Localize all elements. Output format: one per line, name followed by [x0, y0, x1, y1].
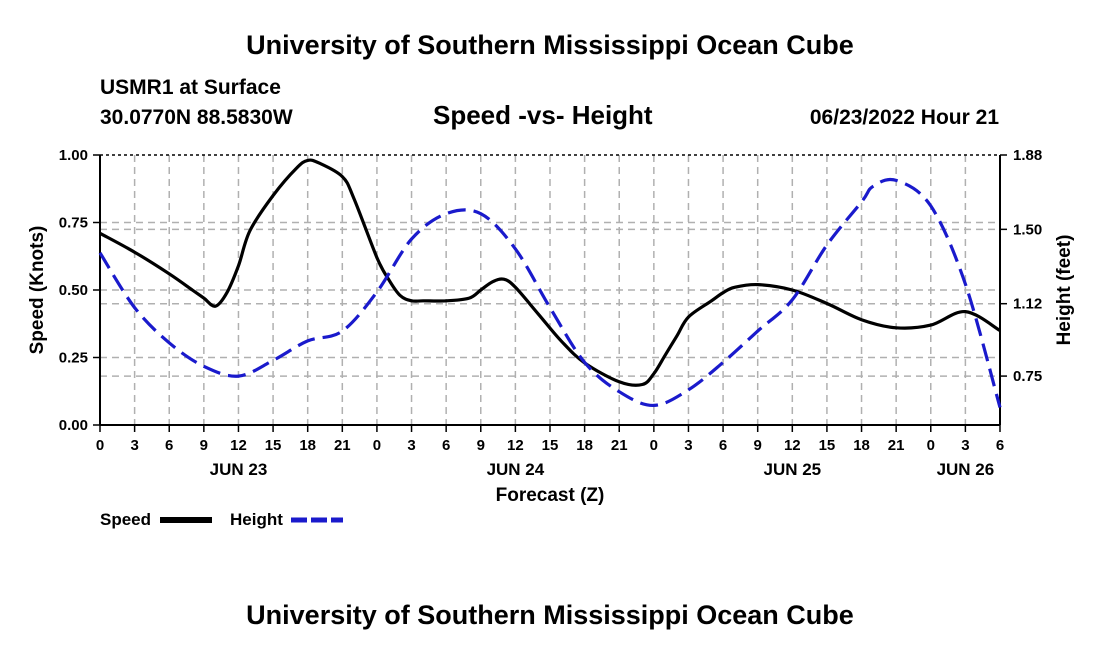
- x-tick-label: 3: [684, 437, 692, 454]
- legend-speed-swatch: [160, 517, 212, 523]
- x-tick-label: 21: [888, 437, 905, 454]
- x-tick-label: 18: [853, 437, 870, 454]
- legend-height-label: Height: [230, 510, 283, 529]
- x-tick-label: 21: [334, 437, 351, 454]
- legend-speed-label: Speed: [100, 510, 152, 529]
- station-name: USMR1 at Surface: [100, 76, 281, 99]
- date-label: JUN 23: [210, 460, 268, 479]
- speed-series-line: [99, 158, 1001, 387]
- date-label: JUN 26: [937, 460, 995, 479]
- x-tick-label: 0: [650, 437, 658, 454]
- y-tick-label: 0.25: [59, 350, 88, 367]
- y-tick-label: 0.75: [59, 215, 88, 232]
- x-tick-label: 15: [265, 437, 282, 454]
- y2-tick-label: 1.50: [1013, 221, 1042, 238]
- forecast-datetime: 06/23/2022 Hour 21: [809, 106, 999, 129]
- x-tick-label: 6: [996, 437, 1004, 454]
- x-axis-title: Forecast (Z): [496, 485, 605, 506]
- x-tick-label: 21: [611, 437, 628, 454]
- x-tick-label: 12: [507, 437, 524, 454]
- y-tick-label: 0.00: [59, 417, 88, 434]
- chart-title: Speed -vs- Height: [433, 100, 653, 130]
- date-label: JUN 24: [487, 460, 545, 479]
- x-tick-label: 18: [299, 437, 316, 454]
- x-tick-label: 0: [927, 437, 935, 454]
- x-tick-label: 9: [200, 437, 208, 454]
- footer-title: University of Southern Mississippi Ocean…: [246, 600, 854, 630]
- x-tick-label: 9: [754, 437, 762, 454]
- date-label: JUN 25: [763, 460, 821, 479]
- y2-tick-label: 0.75: [1013, 368, 1042, 385]
- y-tick-label: 1.00: [59, 147, 88, 164]
- x-tick-label: 3: [961, 437, 969, 454]
- x-tick-label: 9: [477, 437, 485, 454]
- height-series-line: [98, 177, 1002, 408]
- x-tick-label: 6: [165, 437, 173, 454]
- x-tick-label: 3: [130, 437, 138, 454]
- y2-tick-label: 1.12: [1013, 296, 1042, 313]
- x-tick-label: 6: [442, 437, 450, 454]
- page-title: University of Southern Mississippi Ocean…: [246, 30, 854, 60]
- x-tick-label: 0: [96, 437, 104, 454]
- y-tick-label: 0.50: [59, 282, 88, 299]
- x-tick-label: 0: [373, 437, 381, 454]
- x-tick-label: 12: [784, 437, 801, 454]
- x-tick-label: 12: [230, 437, 247, 454]
- x-tick-label: 18: [576, 437, 593, 454]
- x-tick-label: 6: [719, 437, 727, 454]
- y-axis-title: Speed (Knots): [27, 226, 48, 355]
- x-tick-label: 15: [542, 437, 559, 454]
- y2-axis-title: Height (feet): [1054, 235, 1075, 346]
- x-tick-label: 3: [407, 437, 415, 454]
- legend-height-swatch: [291, 517, 343, 523]
- station-coordinates: 30.0770N 88.5830W: [100, 106, 293, 129]
- y2-tick-label: 1.88: [1013, 147, 1042, 164]
- x-tick-label: 15: [819, 437, 836, 454]
